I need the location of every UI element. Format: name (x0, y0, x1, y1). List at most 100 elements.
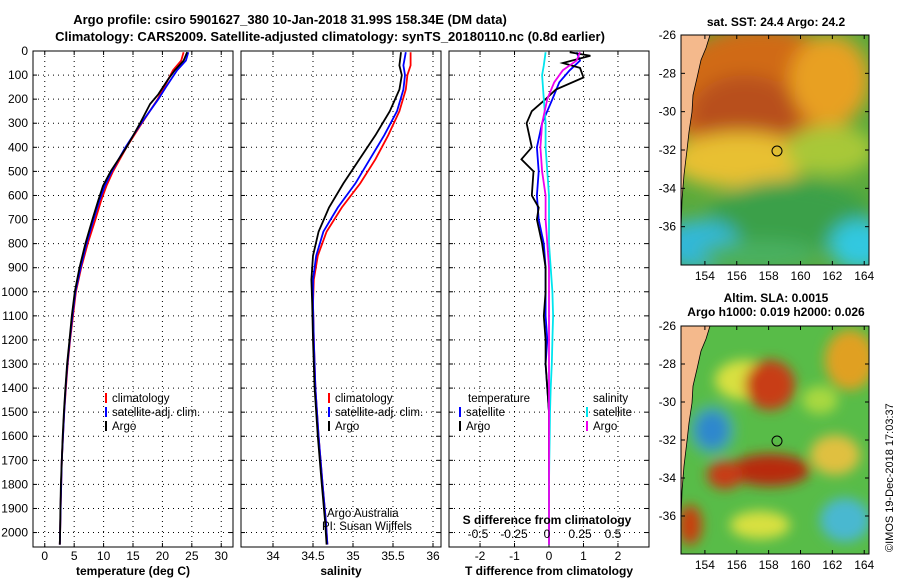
map-y-tick-label: -32 (659, 433, 677, 447)
figure-title-line1: Argo profile: csiro 5901627_380 10-Jan-2… (73, 12, 507, 27)
x-tick-label: 5 (71, 549, 78, 563)
map-x-tick-label: 158 (759, 558, 779, 572)
x-tick-label: 34 (266, 549, 280, 563)
argo-location-marker (771, 435, 783, 447)
map-y-tick-label: -30 (659, 395, 677, 409)
y-tick-label: 1400 (1, 381, 28, 395)
series-line-argo (58, 51, 188, 545)
map-x-tick-label: 154 (695, 269, 715, 283)
x-axis-label: salinity (320, 564, 362, 578)
imos-credit: ©IMOS 19-Dec-2018 17:03:37 (884, 403, 896, 552)
x-tick-label: 35 (346, 549, 360, 563)
series-line-argo (310, 52, 403, 545)
map-x-tick-label: 162 (822, 558, 842, 572)
sla-map-panel: Altim. SLA: 0.0015 Argo h1000: 0.019 h20… (659, 291, 875, 572)
x-tick-label: 35.5 (381, 549, 405, 563)
y-tick-label: 500 (8, 164, 28, 178)
map-x-tick-label: 154 (695, 558, 715, 572)
x-tick-label: 15 (126, 549, 140, 563)
map-y-tick-label: -30 (659, 105, 677, 119)
y-tick-label: 300 (8, 116, 28, 130)
map-x-tick-label: 164 (854, 269, 874, 283)
legend-entry: satellite-adj. clim. (335, 407, 423, 419)
y-tick-label: 800 (8, 237, 28, 251)
map-y-tick-label: -36 (659, 509, 677, 523)
x-tick-label: 30 (215, 549, 229, 563)
sla-map-title-line2: Argo h1000: 0.019 h2000: 0.026 (687, 305, 865, 319)
sla-map-title-line1: Altim. SLA: 0.0015 (724, 291, 829, 305)
map-y-tick-label: -36 (659, 220, 677, 234)
x-tick-label: 10 (97, 549, 111, 563)
y-tick-label: 1600 (1, 429, 28, 443)
y-tick-label: 1800 (1, 477, 28, 491)
legend-entry: Argo (112, 421, 136, 433)
map-x-tick-label: 162 (822, 269, 842, 283)
map-x-tick-label: 156 (727, 558, 747, 572)
x2-tick-label: -0.5 (468, 527, 489, 541)
plot-frame (32, 50, 234, 548)
legend-title-salinity: salinity (593, 393, 628, 405)
sst-map-title: sat. SST: 24.4 Argo: 24.2 (707, 15, 846, 29)
x2-axis-label: S difference from climatology (463, 513, 632, 527)
legend-entry: satellite (593, 407, 632, 419)
difference-profile-panel: -2 -1 0 1 2T difference from climatology temp… (448, 50, 650, 578)
x-tick-label: -1 (509, 549, 520, 563)
x-tick-label: 0 (41, 549, 48, 563)
legend-entry: satellite (466, 407, 505, 419)
y-tick-label: 1900 (1, 501, 28, 515)
y-tick-label: 100 (8, 68, 28, 82)
y-tick-label: 700 (8, 213, 28, 227)
legend-entry: Argo (466, 421, 490, 433)
salinity-profile-panel: 34 34.5 35 35.5 36 salinity climatology satelli… (240, 50, 442, 578)
legend-entry: Argo (335, 421, 359, 433)
y-tick-label: 1300 (1, 357, 28, 371)
x2-tick-label: 0.5 (605, 527, 622, 541)
y-tick-label: 200 (8, 92, 28, 106)
y-tick-label: 1200 (1, 333, 28, 347)
legend-entry: climatology (112, 393, 170, 405)
y-tick-label: 900 (8, 261, 28, 275)
x-axis-label: temperature (deg C) (76, 564, 190, 578)
x-tick-label: 36 (426, 549, 440, 563)
map-y-tick-label: -34 (659, 181, 677, 195)
y-tick-label: 1100 (2, 309, 28, 323)
x-tick-label: 1 (580, 549, 587, 563)
y-tick-label: 0 (21, 44, 28, 58)
y-tick-label: 1700 (1, 453, 28, 467)
legend-entry: satellite-adj. clim. (112, 407, 200, 419)
annotation-argo-australia: Argo Australia (327, 508, 399, 520)
map-y-tick-label: -26 (659, 28, 677, 42)
series-line-argo (539, 51, 581, 545)
x-tick-label: -2 (475, 549, 486, 563)
y-tick-label: 1000 (1, 285, 28, 299)
x-tick-label: 2 (615, 549, 622, 563)
annotation-pi: PI: Susan Wijffels (322, 521, 412, 533)
figure-title-line2: Climatology: CARS2009. Satellite-adjuste… (55, 29, 605, 44)
plot-frame (240, 50, 442, 548)
legend-entry: Argo (593, 421, 617, 433)
map-x-tick-label: 156 (727, 269, 747, 283)
map-x-tick-label: 160 (790, 558, 810, 572)
x-tick-label: 34.5 (301, 549, 325, 563)
map-y-tick-label: -34 (659, 471, 677, 485)
x2-tick-label: 0.25 (568, 527, 592, 541)
map-x-tick-label: 158 (759, 269, 779, 283)
x-tick-label: 25 (185, 549, 199, 563)
sst-map-panel: sat. SST: 24.4 Argo: 24.2 154 156 158 160 16… (659, 15, 875, 283)
map-x-tick-label: 160 (790, 269, 810, 283)
x-axis-label: T difference from climatology (465, 564, 633, 578)
temperature-profile-panel: 0100200300400500600700800900100011001200… (1, 44, 234, 578)
map-y-tick-label: -28 (659, 66, 677, 80)
x-tick-label: 0 (546, 549, 553, 563)
map-y-tick-label: -32 (659, 143, 677, 157)
map-x-tick-label: 164 (854, 558, 874, 572)
y-tick-label: 1500 (1, 405, 28, 419)
map-y-tick-label: -28 (659, 357, 677, 371)
x-tick-label: 20 (156, 549, 170, 563)
y-tick-label: 2000 (1, 526, 28, 540)
map-y-tick-label: -26 (659, 319, 677, 333)
x2-tick-label: 0 (544, 527, 551, 541)
legend-entry: climatology (335, 393, 393, 405)
y-tick-label: 400 (8, 140, 28, 154)
